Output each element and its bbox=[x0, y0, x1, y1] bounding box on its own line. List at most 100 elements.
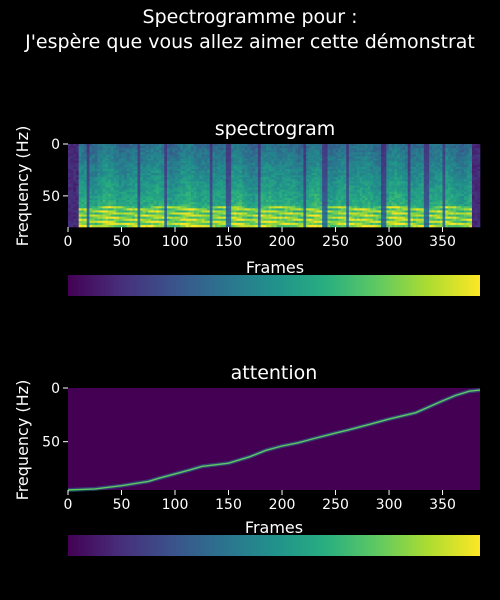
spectrogram-cell bbox=[177, 144, 181, 147]
spectrogram-cell bbox=[220, 218, 224, 222]
spectrogram-cell bbox=[161, 170, 165, 174]
spectrogram-cell bbox=[161, 156, 165, 159]
spectrogram-cell bbox=[231, 218, 235, 222]
spectrogram-cell bbox=[228, 210, 232, 213]
spectrogram-cell bbox=[378, 181, 382, 184]
spectrogram-cell bbox=[196, 195, 200, 199]
spectrogram-cell bbox=[188, 197, 192, 201]
spectrogram-cell bbox=[84, 191, 88, 195]
spectrogram-cell bbox=[209, 206, 213, 209]
spectrogram-cell bbox=[241, 206, 245, 209]
spectrogram-cell bbox=[249, 183, 253, 186]
spectrogram-cell bbox=[383, 189, 387, 193]
spectrogram-cell bbox=[121, 197, 125, 201]
spectrogram-cell bbox=[78, 181, 82, 184]
spectrogram-cell bbox=[191, 214, 195, 217]
spectrogram-cell bbox=[201, 144, 205, 147]
spectrogram-cell bbox=[73, 175, 77, 178]
spectrogram-cell bbox=[94, 216, 98, 220]
spectrogram-cell bbox=[378, 200, 382, 203]
spectrogram-cell bbox=[233, 173, 237, 176]
spectrogram-cell bbox=[201, 148, 205, 151]
spectrogram-cell bbox=[354, 216, 358, 220]
spectrogram-cell bbox=[364, 193, 368, 197]
spectrogram-cell bbox=[276, 166, 280, 170]
spectrogram-cell bbox=[348, 224, 352, 228]
spectrogram-cell bbox=[105, 160, 109, 163]
spectrogram-cell bbox=[274, 168, 277, 172]
spectrogram-cell bbox=[156, 193, 160, 197]
spectrogram-cell bbox=[346, 144, 350, 147]
spectrogram-cell bbox=[271, 197, 275, 201]
spectrogram-cell bbox=[233, 187, 237, 190]
spectrogram-cell bbox=[330, 170, 334, 174]
spectrogram-cell bbox=[145, 144, 149, 147]
spectrogram-cell bbox=[335, 189, 339, 193]
spectrogram-cell bbox=[330, 181, 334, 184]
spectrogram-cell bbox=[207, 175, 211, 178]
spectrogram-cell bbox=[381, 206, 384, 209]
spectrogram-cell bbox=[391, 193, 395, 197]
spectrogram-cell bbox=[265, 154, 269, 157]
spectrogram-cell bbox=[217, 156, 221, 159]
spectrogram-cell bbox=[338, 158, 342, 161]
spectrogram-cell bbox=[346, 191, 350, 195]
spectrogram-cell bbox=[292, 158, 296, 161]
spectrogram-cell bbox=[319, 222, 323, 226]
spectrogram-cell bbox=[231, 146, 235, 149]
spectrogram-cell bbox=[276, 210, 280, 213]
spectrogram-cell bbox=[196, 156, 200, 159]
spectrogram-cell bbox=[279, 164, 283, 168]
spectrogram-cell bbox=[372, 206, 376, 209]
spectrogram-cell bbox=[78, 158, 82, 161]
spectrogram-cell bbox=[351, 179, 355, 182]
spectrogram-cell bbox=[209, 208, 213, 211]
spectrogram-cell bbox=[399, 208, 403, 211]
spectrogram-cell bbox=[340, 224, 344, 228]
spectrogram-cell bbox=[314, 195, 318, 199]
spectrogram-cell bbox=[276, 146, 280, 149]
spectrogram-cell bbox=[300, 166, 304, 170]
spectrogram-cell bbox=[295, 187, 299, 190]
spectrogram-cell bbox=[282, 216, 286, 220]
spectrogram-cell bbox=[148, 183, 152, 186]
spectrogram-cell bbox=[145, 202, 149, 205]
spectrogram-cell bbox=[81, 160, 85, 163]
spectrogram-cell bbox=[362, 202, 366, 205]
spectrogram-cell bbox=[121, 177, 125, 180]
spectrogram-cell bbox=[308, 164, 312, 168]
spectrogram-cell bbox=[177, 183, 181, 186]
spectrogram-cell bbox=[212, 148, 216, 151]
spectrogram-cell bbox=[201, 162, 205, 166]
spectrogram-cell bbox=[183, 154, 187, 157]
spectrogram-cell bbox=[126, 156, 130, 159]
spectrogram-cell bbox=[150, 175, 154, 178]
spectrogram-cell bbox=[185, 220, 189, 224]
spectrogram-cell bbox=[193, 218, 197, 222]
spectrogram-cell bbox=[76, 218, 80, 222]
spectrogram-cell bbox=[193, 208, 197, 211]
spectrogram-cell bbox=[335, 166, 339, 170]
spectrogram-cell bbox=[338, 175, 342, 178]
spectrogram-cell bbox=[68, 177, 71, 180]
spectrogram-cell bbox=[239, 220, 243, 224]
spectrogram-cell bbox=[172, 185, 176, 188]
spectrogram-cell bbox=[148, 150, 152, 153]
spectrogram-cell bbox=[287, 175, 291, 178]
spectrogram-cell bbox=[134, 166, 138, 170]
spectrogram-cell bbox=[191, 220, 195, 224]
spectrogram-cell bbox=[300, 218, 304, 222]
spectrogram-cell bbox=[322, 202, 326, 205]
spectrogram-cell bbox=[92, 144, 96, 147]
spectrogram-cell bbox=[287, 152, 291, 155]
spectrogram-cell bbox=[73, 220, 77, 224]
spectrogram-cell bbox=[255, 170, 259, 174]
spectrogram-cell bbox=[177, 177, 181, 180]
spectrogram-cell bbox=[142, 189, 146, 193]
spectrogram-cell bbox=[84, 222, 88, 226]
spectrogram-cell bbox=[381, 156, 384, 159]
spectrogram-cell bbox=[121, 168, 125, 172]
spectrogram-cell bbox=[372, 214, 376, 217]
spectrogram-cell bbox=[255, 214, 259, 217]
spectrogram-cell bbox=[134, 208, 138, 211]
